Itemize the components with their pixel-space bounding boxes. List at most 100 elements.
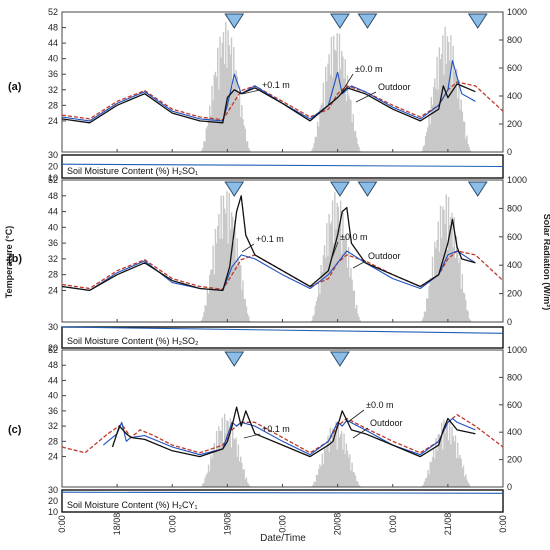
radiation-bar <box>357 144 359 152</box>
radiation-bar <box>353 472 356 487</box>
radiation-bar <box>245 141 248 152</box>
radiation-bar <box>322 82 325 152</box>
radiation-bar <box>237 259 240 322</box>
y-right-tick-label: 600 <box>507 400 522 410</box>
radiation-bar <box>322 463 325 487</box>
y-left-tick-label: 36 <box>48 406 58 416</box>
radiation-bar <box>467 144 469 152</box>
radiation-bar <box>246 313 249 322</box>
radiation-bar <box>436 450 438 487</box>
radiation-bar <box>431 256 434 322</box>
radiation-bar <box>211 458 213 487</box>
radiation-bar <box>346 267 349 322</box>
radiation-bar <box>438 434 441 487</box>
radiation-bar <box>235 70 237 152</box>
radiation-bar <box>318 468 320 487</box>
y-left-tick-label: 40 <box>48 391 58 401</box>
radiation-bar <box>338 436 341 487</box>
radiation-bar <box>330 221 333 322</box>
radiation-bar <box>319 464 321 487</box>
radiation-bar <box>352 290 354 322</box>
radiation-bar <box>351 122 353 152</box>
radiation-bar <box>222 443 225 487</box>
soil-moisture-tick-label: 30 <box>48 322 58 332</box>
annotation-leader <box>355 91 377 103</box>
radiation-bar <box>461 468 464 487</box>
radiation-bar <box>217 226 219 322</box>
radiation-bar <box>204 477 206 487</box>
radiation-bar <box>437 221 439 322</box>
radiation-bar <box>469 150 472 152</box>
radiation-bar <box>243 299 245 322</box>
y-left-tick-label: 52 <box>48 7 58 17</box>
radiation-bar <box>356 480 358 487</box>
radiation-bar <box>424 311 427 322</box>
radiation-bar <box>231 86 234 152</box>
radiation-bar <box>452 45 454 153</box>
radiation-bar <box>358 485 360 487</box>
radiation-bar <box>428 286 430 322</box>
radiation-bar <box>338 228 341 322</box>
radiation-bar <box>341 253 343 322</box>
soil-moisture-tick-label: 30 <box>48 150 58 160</box>
y-right-tick-label: 0 <box>507 317 512 327</box>
radiation-bar <box>218 426 220 487</box>
radiation-bar <box>236 238 238 322</box>
radiation-bar <box>324 449 327 487</box>
radiation-bar <box>206 288 209 322</box>
radiation-bar <box>468 484 470 487</box>
radiation-bar <box>446 421 449 487</box>
radiation-bar <box>248 147 250 152</box>
radiation-bar <box>450 216 452 322</box>
radiation-bar <box>439 438 442 487</box>
radiation-bar <box>233 242 235 322</box>
radiation-bar <box>465 474 467 487</box>
radiation-bar <box>434 458 436 487</box>
radiation-bar <box>244 298 247 322</box>
radiation-bar <box>202 317 204 322</box>
radiation-bar <box>200 150 203 152</box>
y-right-tick-label: 200 <box>507 289 522 299</box>
y-left-tick-label: 28 <box>48 436 58 446</box>
radiation-bar <box>429 124 431 152</box>
radiation-bar <box>215 430 218 487</box>
x-tick-label: 0:00 <box>498 515 508 533</box>
radiation-bar <box>334 49 336 152</box>
radiation-bar <box>350 267 352 322</box>
radiation-bar <box>217 448 219 487</box>
radiation-bar <box>225 21 227 152</box>
radiation-bar <box>337 206 340 322</box>
radiation-bar <box>357 313 359 322</box>
radiation-bar <box>469 320 472 322</box>
radiation-bar <box>438 251 441 322</box>
radiation-bar <box>341 50 343 152</box>
radiation-bar <box>220 195 222 322</box>
radiation-bar <box>457 442 459 487</box>
radiation-bar <box>227 421 229 487</box>
radiation-bar <box>457 251 459 322</box>
y-left-tick-label: 24 <box>48 452 58 462</box>
radiation-bar <box>235 265 237 322</box>
radiation-bar <box>343 433 345 487</box>
radiation-bar <box>316 121 319 152</box>
radiation-bar <box>331 428 334 487</box>
radiation-bar <box>212 449 214 487</box>
radiation-bar <box>467 482 469 487</box>
radiation-bar <box>321 272 323 322</box>
radiation-bar <box>426 298 428 322</box>
radiation-bar <box>322 255 325 322</box>
radiation-bar <box>460 288 462 322</box>
y-left-tick-label: 36 <box>48 238 58 248</box>
radiation-bar <box>313 143 315 152</box>
radiation-bar <box>233 438 235 487</box>
annotation-leader <box>347 409 365 423</box>
radiation-bar <box>341 431 343 487</box>
radiation-bar <box>452 247 454 322</box>
radiation-bar <box>430 96 433 152</box>
radiation-bar <box>324 257 327 322</box>
radiation-bar <box>467 311 469 322</box>
radiation-bar <box>237 98 240 152</box>
radiation-bar <box>430 462 433 487</box>
y-left-tick-label: 28 <box>48 270 58 280</box>
radiation-bar <box>359 320 361 322</box>
